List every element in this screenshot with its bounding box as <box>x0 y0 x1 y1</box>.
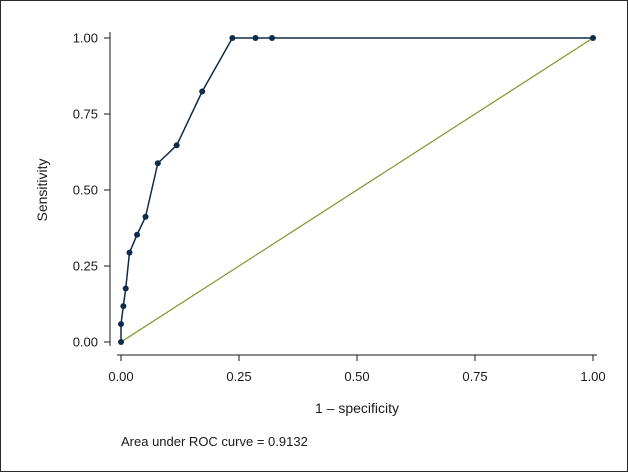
x-tick-label: 0.25 <box>226 369 251 384</box>
roc-point <box>229 35 236 41</box>
roc-point <box>118 339 124 345</box>
y-axis-label: Sensitivity <box>34 158 50 221</box>
x-tick-label: 0.75 <box>462 369 487 384</box>
roc-point <box>118 321 124 328</box>
reference-line <box>120 37 594 343</box>
roc-point <box>134 231 141 238</box>
y-tick-label: 0.75 <box>73 107 98 122</box>
x-axis-label: 1 – specificity <box>315 400 399 416</box>
y-tick-label: 1.00 <box>73 31 98 46</box>
x-tick-label: 0.50 <box>344 369 369 384</box>
roc-point <box>173 142 180 149</box>
roc-point <box>126 249 133 256</box>
auc-annotation: Area under ROC curve = 0.9132 <box>121 434 308 449</box>
y-tick-label: 0.00 <box>73 335 98 350</box>
axes: 0.00 0.25 0.50 0.75 1.00 0.00 0.25 0.50 0.75 1.00 <box>73 31 606 385</box>
series-layer <box>118 35 596 345</box>
roc-point <box>142 213 149 220</box>
roc-point <box>199 88 206 95</box>
roc-point <box>269 35 276 41</box>
roc-point <box>590 35 596 41</box>
roc-point <box>154 160 161 167</box>
x-tick-label: 1.00 <box>580 369 605 384</box>
roc-point <box>120 303 127 310</box>
roc-point <box>122 285 129 292</box>
y-tick-label: 0.25 <box>73 259 98 274</box>
y-tick-label: 0.50 <box>73 183 98 198</box>
x-tick-label: 0.00 <box>108 369 133 384</box>
roc-point <box>252 35 259 41</box>
